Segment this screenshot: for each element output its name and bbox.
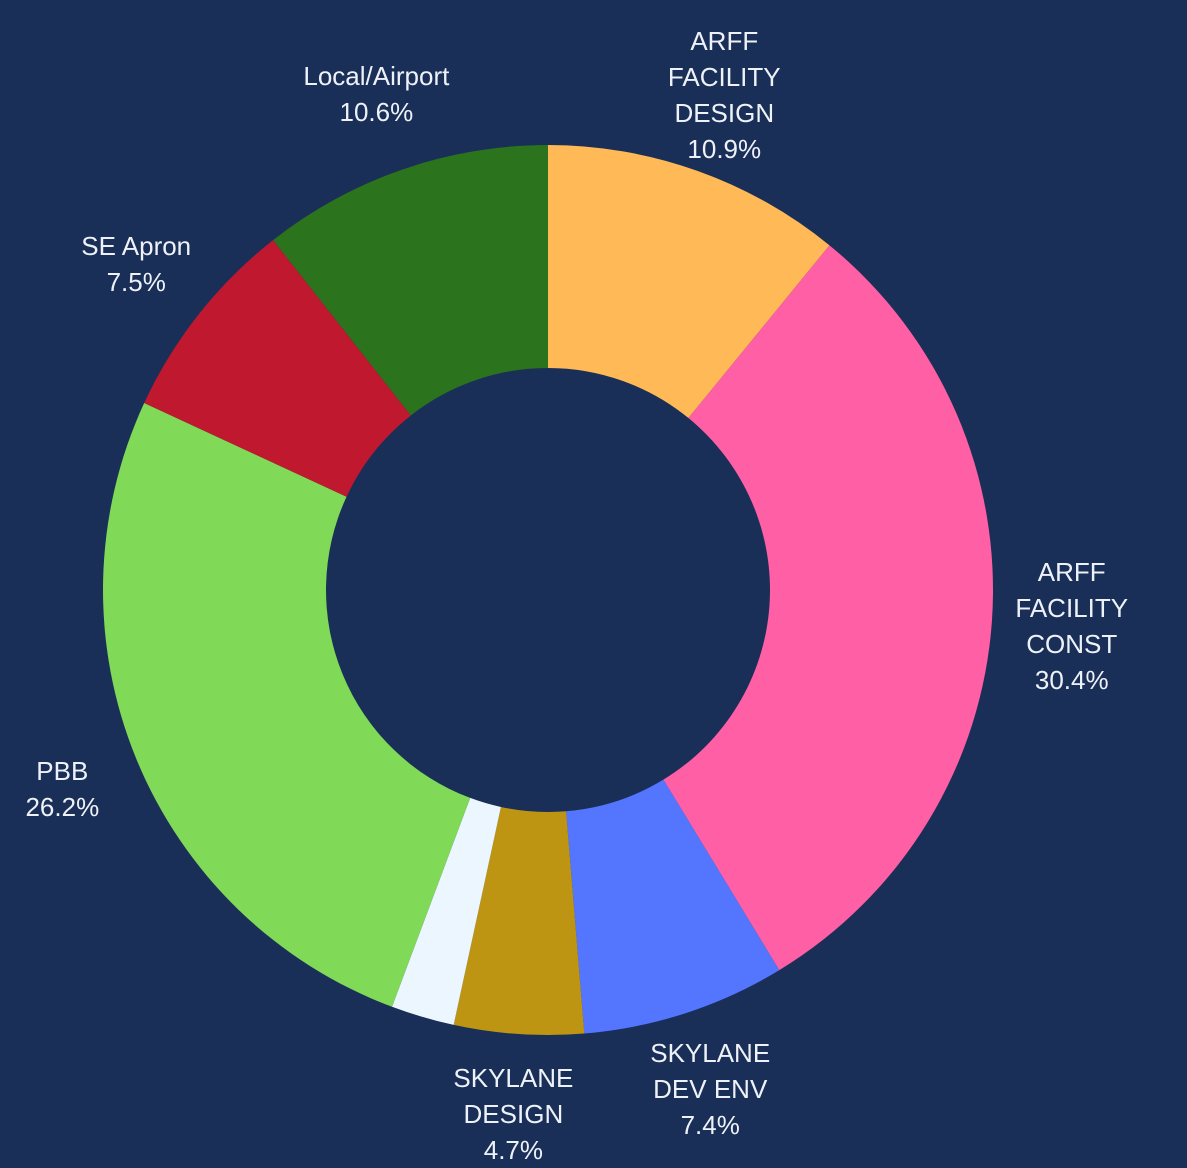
donut-slice bbox=[453, 806, 585, 1035]
slice-value: 26.2% bbox=[25, 792, 100, 823]
slice-category: PBB bbox=[36, 756, 89, 787]
slice-label: SKYLANE DEV ENV 7.4% bbox=[620, 1035, 800, 1143]
slice-category: ARFF FACILITY DESIGN bbox=[667, 26, 781, 129]
donut-slice bbox=[566, 779, 780, 1034]
slice-category: Local/Airport bbox=[303, 60, 450, 91]
slice-category: ARFF FACILITY CONST bbox=[1015, 557, 1129, 660]
slice-category: SKYLANE DEV ENV bbox=[650, 1038, 771, 1105]
slice-label: Local/Airport 10.6% bbox=[303, 58, 449, 130]
slice-value: 4.7% bbox=[483, 1134, 543, 1165]
donut-slice bbox=[103, 403, 471, 1007]
slice-label: ARFF FACILITY DESIGN 10.9% bbox=[634, 23, 814, 167]
slice-value: 30.4% bbox=[1034, 665, 1109, 696]
donut-slice bbox=[144, 240, 411, 497]
slice-label: ARFF FACILITY CONST 30.4% bbox=[1014, 554, 1129, 698]
slice-value: 10.6% bbox=[339, 96, 414, 127]
slice-value: 7.5% bbox=[106, 267, 166, 298]
donut-slice bbox=[663, 245, 993, 971]
slice-category: SE Apron bbox=[81, 231, 192, 262]
slice-label: SE Apron 7.5% bbox=[81, 228, 191, 300]
slice-label: PBB 26.2% bbox=[25, 753, 99, 825]
donut-slice bbox=[392, 797, 501, 1025]
slice-label: SKYLANE DESIGN 4.7% bbox=[423, 1060, 603, 1168]
slice-value: 10.9% bbox=[687, 134, 762, 165]
donut-slice bbox=[273, 145, 548, 416]
slice-value: 7.4% bbox=[680, 1110, 740, 1141]
donut-slice bbox=[548, 145, 830, 419]
slice-category: SKYLANE DESIGN bbox=[453, 1062, 574, 1129]
